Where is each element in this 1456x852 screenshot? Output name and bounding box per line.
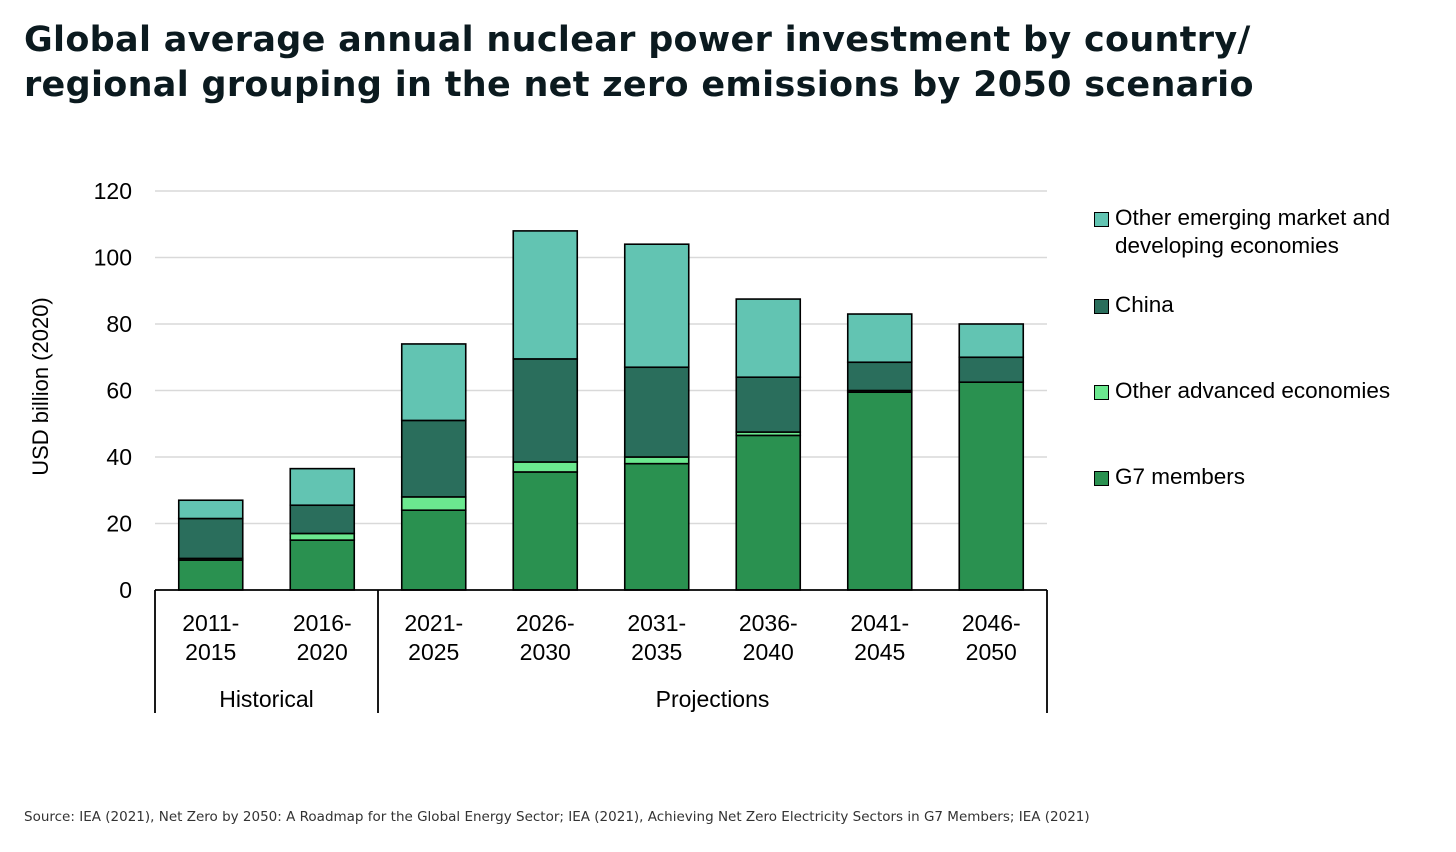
y-tick-label: 20 xyxy=(106,511,132,537)
x-tick-label: 2030 xyxy=(520,639,571,665)
legend-item-g7: G7 members xyxy=(1094,463,1245,491)
bar-segment xyxy=(512,358,579,463)
x-tick-label: 2020 xyxy=(297,639,348,665)
y-tick-label: 0 xyxy=(119,577,132,603)
legend-swatch-other-advanced xyxy=(1094,385,1109,400)
x-tick-label: 2045 xyxy=(854,639,905,665)
x-tick-label: 2026- xyxy=(516,610,575,636)
x-tick-label: 2015 xyxy=(185,639,236,665)
legend-item-other-emerging: Other emerging market and developing eco… xyxy=(1094,204,1390,260)
x-tick-label: 2016- xyxy=(293,610,352,636)
y-tick-label: 120 xyxy=(94,178,132,204)
y-tick-label: 60 xyxy=(106,378,132,404)
x-tick-label: 2046- xyxy=(962,610,1021,636)
legend-item-other-advanced: Other advanced economies xyxy=(1094,377,1390,405)
bar-segment xyxy=(623,462,690,591)
bar-segment xyxy=(289,504,356,535)
legend-swatch-g7 xyxy=(1094,471,1109,486)
y-tick-label: 40 xyxy=(106,444,132,470)
bar-segment xyxy=(289,539,356,591)
legend-label-china: China xyxy=(1115,292,1174,317)
x-tick-label: 2040 xyxy=(743,639,794,665)
y-tick-label: 80 xyxy=(106,311,132,337)
legend-swatch-other-emerging xyxy=(1094,212,1109,227)
x-tick-label: 2035 xyxy=(631,639,682,665)
bar-segment xyxy=(177,499,244,520)
bar-segment xyxy=(623,243,690,369)
group-label: Projections xyxy=(656,686,770,712)
bar-segment xyxy=(400,343,467,422)
chart-title-line-2: regional grouping in the net zero emissi… xyxy=(24,65,1254,105)
bar-segment xyxy=(289,467,356,507)
bar-segment xyxy=(735,434,802,591)
bar-segment xyxy=(958,356,1025,383)
bar-segment xyxy=(735,376,802,433)
bar-segment xyxy=(512,230,579,360)
bar-segment xyxy=(623,366,690,458)
bar-segment xyxy=(623,456,690,465)
legend-label-g7: G7 members xyxy=(1115,464,1246,489)
legend-label-other-advanced: Other advanced economies xyxy=(1115,378,1391,403)
x-tick-label: 2021- xyxy=(404,610,463,636)
x-tick-label: 2011- xyxy=(182,610,239,636)
bar-segment xyxy=(735,298,802,378)
bar-segment xyxy=(289,532,356,541)
group-label: Historical xyxy=(219,686,314,712)
bar-segment xyxy=(400,419,467,498)
bar-segment xyxy=(846,361,913,392)
bar-segment xyxy=(958,323,1025,359)
x-tick-label: 2031- xyxy=(627,610,686,636)
source-note: Source: IEA (2021), Net Zero by 2050: A … xyxy=(24,809,1090,825)
bar-segment xyxy=(400,496,467,511)
y-tick-label: 100 xyxy=(94,245,132,271)
x-tick-label: 2036- xyxy=(739,610,798,636)
y-axis-label: USD billion (2020) xyxy=(28,297,53,476)
x-tick-label: 2050 xyxy=(966,639,1017,665)
chart-title-line-1: Global average annual nuclear power inve… xyxy=(24,20,1251,60)
bar-segment xyxy=(512,471,579,591)
bar-segment xyxy=(177,559,244,591)
legend-swatch-china xyxy=(1094,299,1109,314)
legend-item-china: China xyxy=(1094,291,1174,319)
chart-title: Global average annual nuclear power inve… xyxy=(24,18,1434,108)
legend-label-other-emerging: Other emerging market and developing eco… xyxy=(1115,205,1391,258)
bar-segment xyxy=(958,381,1025,591)
bar-segment xyxy=(846,391,913,591)
x-tick-label: 2041- xyxy=(850,610,909,636)
bar-segment xyxy=(512,461,579,473)
bar-segment xyxy=(177,517,244,560)
bar-segment xyxy=(846,313,913,364)
bar-segment xyxy=(400,509,467,591)
x-tick-label: 2025 xyxy=(408,639,459,665)
